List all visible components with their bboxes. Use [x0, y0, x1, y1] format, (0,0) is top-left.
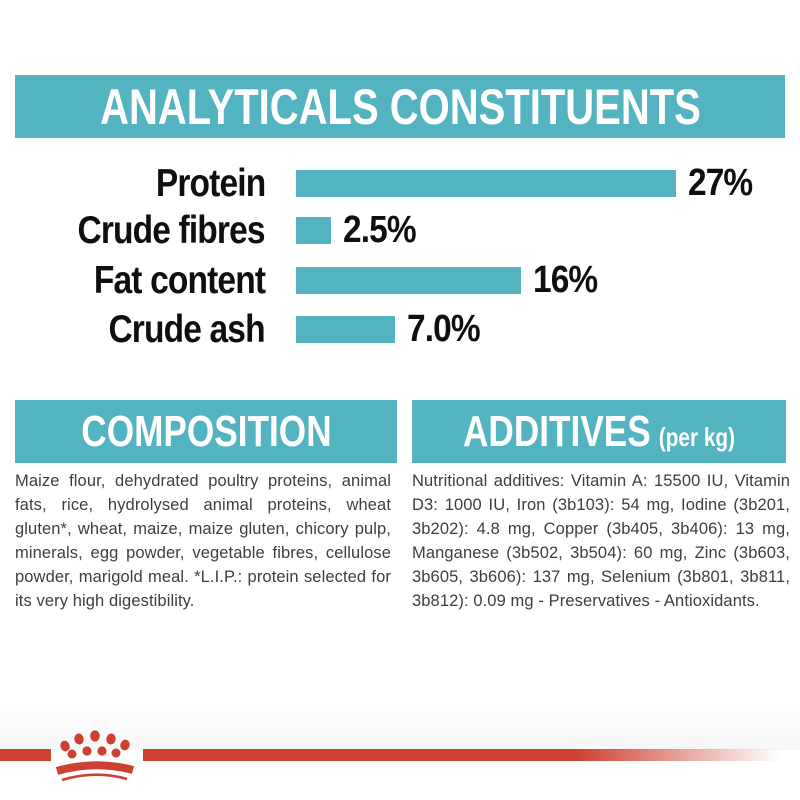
chart-value: 16%: [533, 259, 598, 301]
analytical-constituents-header: ANALYTICALS CONSTITUENTS: [15, 75, 785, 138]
additives-title-group: ADDITIVES (per kg): [463, 407, 735, 457]
chart-row-crude-fibres: Crude fibres 2.5%: [0, 209, 800, 252]
chart-value: 27%: [688, 162, 753, 204]
chart-bar: [296, 267, 521, 294]
footer-shadow: [0, 702, 800, 750]
chart-row-fat-content: Fat content 16%: [0, 259, 800, 302]
chart-bar: [296, 217, 331, 244]
additives-title: ADDITIVES: [462, 406, 651, 456]
chart-row-protein: Protein 27%: [0, 162, 800, 205]
chart-value: 2.5%: [343, 209, 417, 251]
composition-header: COMPOSITION: [15, 400, 397, 463]
brand-line-left: [0, 749, 51, 761]
chart-bar: [296, 170, 676, 197]
chart-label: Crude ash: [108, 307, 266, 351]
royal-canin-crown-icon: [55, 730, 135, 782]
additives-unit-suffix: (per kg): [658, 421, 736, 452]
additives-text: Nutritional additives: Vitamin A: 15500 …: [412, 472, 790, 610]
brand-line-right: [143, 749, 800, 761]
chart-bar: [296, 316, 395, 343]
chart-row-crude-ash: Crude ash 7.0%: [0, 308, 800, 351]
page-title: ANALYTICALS CONSTITUENTS: [99, 78, 701, 135]
chart-value: 7.0%: [407, 308, 481, 350]
composition-text: Maize flour, dehydrated poultry proteins…: [15, 472, 391, 610]
additives-header: ADDITIVES (per kg): [412, 400, 786, 463]
chart-label: Fat content: [93, 258, 266, 302]
composition-title: COMPOSITION: [80, 406, 332, 456]
chart-label: Protein: [155, 161, 265, 205]
chart-label: Crude fibres: [77, 208, 266, 252]
